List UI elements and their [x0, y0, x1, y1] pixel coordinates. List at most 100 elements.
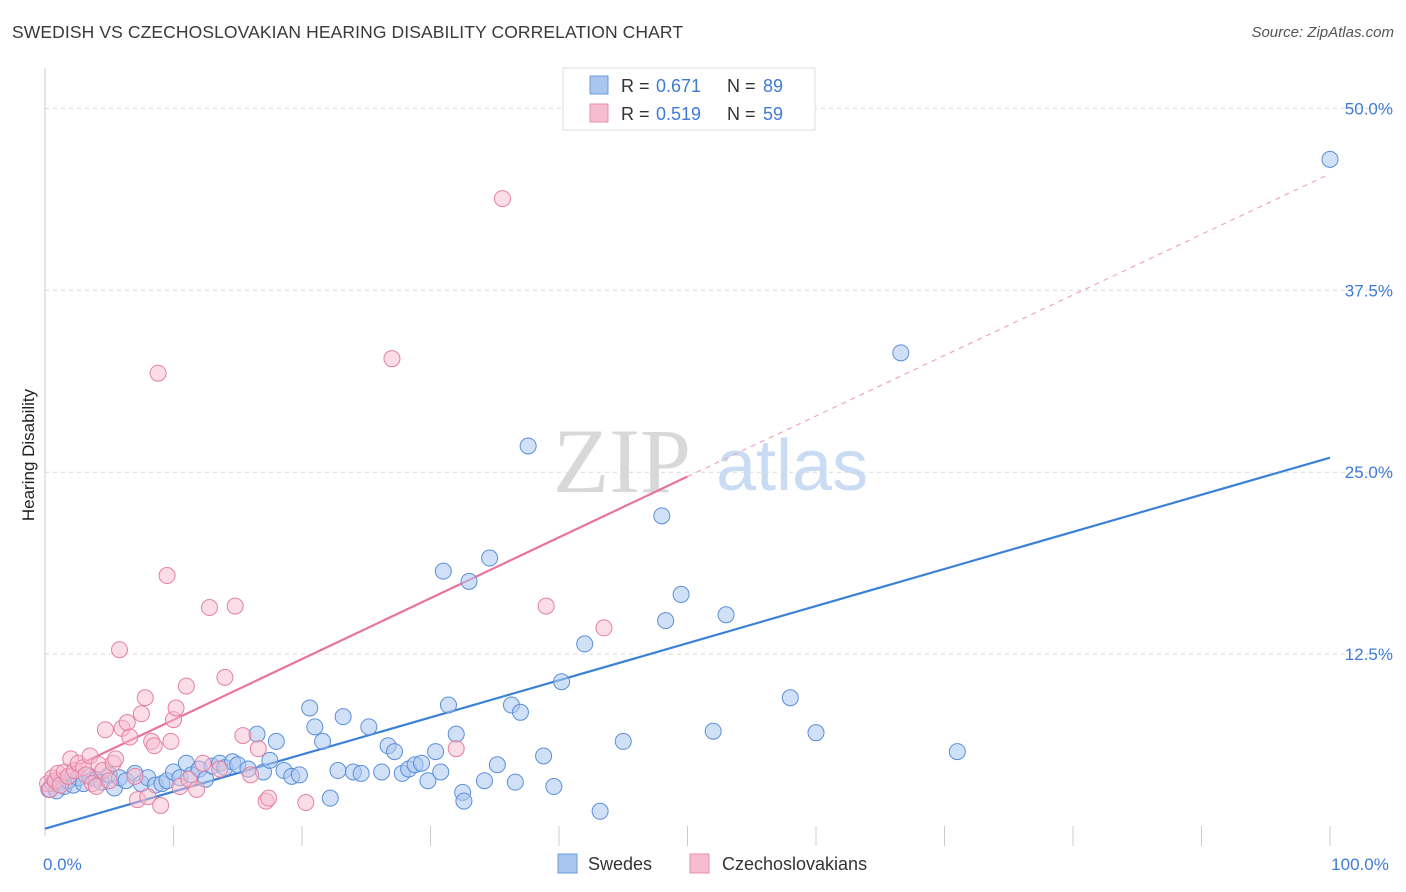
- swedes-point: [1321, 150, 1339, 168]
- swedes-point: [301, 699, 319, 717]
- czechoslovakians-point: [167, 699, 185, 717]
- source-label: Source: ZipAtlas.com: [1251, 24, 1394, 41]
- swedes-point: [248, 725, 266, 743]
- legend-r-label-czechoslovakians: R =: [621, 104, 650, 124]
- bottom-legend-label-czechoslovakians: Czechoslovakians: [722, 854, 867, 874]
- legend-n-label-swedes: N =: [727, 76, 756, 96]
- y-tick-label: 12.5%: [1345, 645, 1393, 664]
- swedes-point: [948, 743, 966, 761]
- legend-n-label-czechoslovakians: N =: [727, 104, 756, 124]
- bottom-legend: Swedes Czechoslovakians: [557, 853, 867, 874]
- czechoslovakians-point: [447, 740, 465, 758]
- swedes-point: [329, 762, 347, 780]
- swedes-points: [40, 150, 1339, 820]
- czechoslovakians-point: [211, 760, 229, 778]
- legend-swatch-czechoslovakians: [589, 103, 609, 123]
- swedes-point: [511, 703, 529, 721]
- swedes-point: [321, 789, 339, 807]
- swedes-point: [267, 732, 285, 750]
- czechoslovakians-point: [249, 740, 267, 758]
- czechoslovakians-point: [111, 641, 129, 659]
- swedes-point: [892, 344, 910, 362]
- czechoslovakians-point: [260, 789, 278, 807]
- y-tick-label: 37.5%: [1345, 281, 1393, 300]
- swedes-point: [704, 722, 722, 740]
- swedes-point: [481, 549, 499, 567]
- czechoslovakians-point: [132, 705, 150, 723]
- x-tick-label: 100.0%: [1331, 855, 1389, 874]
- czechoslovakians-point: [200, 599, 218, 617]
- swedes-point: [439, 696, 457, 714]
- gridlines: [45, 107, 1392, 655]
- czechoslovakians-point: [297, 794, 315, 812]
- legend-n-value-czechoslovakians: 59: [763, 104, 783, 124]
- czechoslovakians-point: [242, 766, 260, 784]
- czechoslovakians-point: [107, 750, 125, 768]
- czechoslovakians-point: [216, 668, 234, 686]
- x-tick-labels: 0.0% 100.0%: [43, 855, 1389, 874]
- swedes-point: [672, 585, 690, 603]
- swedes-point: [352, 764, 370, 782]
- y-tick-label: 50.0%: [1345, 99, 1393, 118]
- legend-n-value-swedes: 89: [763, 76, 783, 96]
- czechoslovakians-point: [194, 754, 212, 772]
- czechoslovakians-point: [493, 190, 511, 208]
- swedes-point: [653, 507, 671, 525]
- swedes-point: [314, 732, 332, 750]
- swedes-point: [427, 743, 445, 761]
- swedes-point: [614, 732, 632, 750]
- czechoslovakians-point: [383, 350, 401, 368]
- czechoslovakians-point: [595, 619, 613, 637]
- swedes-point: [373, 763, 391, 781]
- swedes-point: [506, 773, 524, 791]
- swedes-point: [460, 572, 478, 590]
- bottom-legend-swatch-swedes: [557, 853, 578, 874]
- swedes-point: [475, 772, 493, 790]
- czechoslovakians-point: [158, 567, 176, 585]
- czechoslovakians-point: [177, 677, 195, 695]
- legend-swatch-swedes: [589, 75, 609, 95]
- watermark-atlas: atlas: [716, 426, 868, 506]
- czechoslovakians-point: [162, 732, 180, 750]
- czechoslovakians-point: [149, 364, 167, 382]
- x-tick-label: 0.0%: [43, 855, 82, 874]
- czechoslovakians-point: [152, 796, 170, 814]
- legend-r-value-czechoslovakians: 0.519: [656, 104, 701, 124]
- legend-r-value-swedes: 0.671: [656, 76, 701, 96]
- czechoslovakians-point: [100, 772, 118, 790]
- swedes-point: [519, 437, 537, 455]
- swedes-point: [488, 756, 506, 774]
- swedes-point: [386, 743, 404, 761]
- axes: [44, 68, 1331, 846]
- swedes-point: [576, 635, 594, 653]
- bottom-legend-swatch-czechoslovakians: [689, 853, 710, 874]
- swedes-point: [781, 689, 799, 707]
- swedes-point: [591, 802, 609, 820]
- czechoslovakians-trend-line: [44, 475, 688, 782]
- swedes-point: [447, 725, 465, 743]
- czechoslovakians-point: [139, 788, 157, 806]
- czechoslovakians-point: [136, 689, 154, 707]
- czechoslovakians-point: [126, 767, 144, 785]
- swedes-point: [455, 792, 473, 810]
- czechoslovakians-point: [537, 597, 555, 615]
- czechoslovakians-point: [118, 713, 136, 731]
- legend-r-label-swedes: R =: [621, 76, 650, 96]
- swedes-point: [434, 562, 452, 580]
- swedes-point: [360, 718, 378, 736]
- legend: R = 0.671 N = 89 R = 0.519 N = 59: [562, 67, 816, 131]
- swedes-point: [261, 751, 279, 769]
- swedes-point: [535, 747, 553, 765]
- watermark-zip: ZIP: [553, 410, 691, 512]
- czechoslovakians-trend-extension: [687, 173, 1331, 478]
- swedes-point: [657, 612, 675, 630]
- y-axis-label: Hearing Disability: [19, 388, 38, 521]
- czechoslovakians-point: [226, 597, 244, 615]
- czechoslovakians-points: [39, 190, 613, 814]
- swedes-point: [432, 763, 450, 781]
- y-tick-labels: 12.5% 25.0% 37.5% 50.0%: [1345, 99, 1393, 664]
- swedes-point: [306, 718, 324, 736]
- czechoslovakians-point: [234, 727, 252, 745]
- czechoslovakians-point: [121, 728, 139, 746]
